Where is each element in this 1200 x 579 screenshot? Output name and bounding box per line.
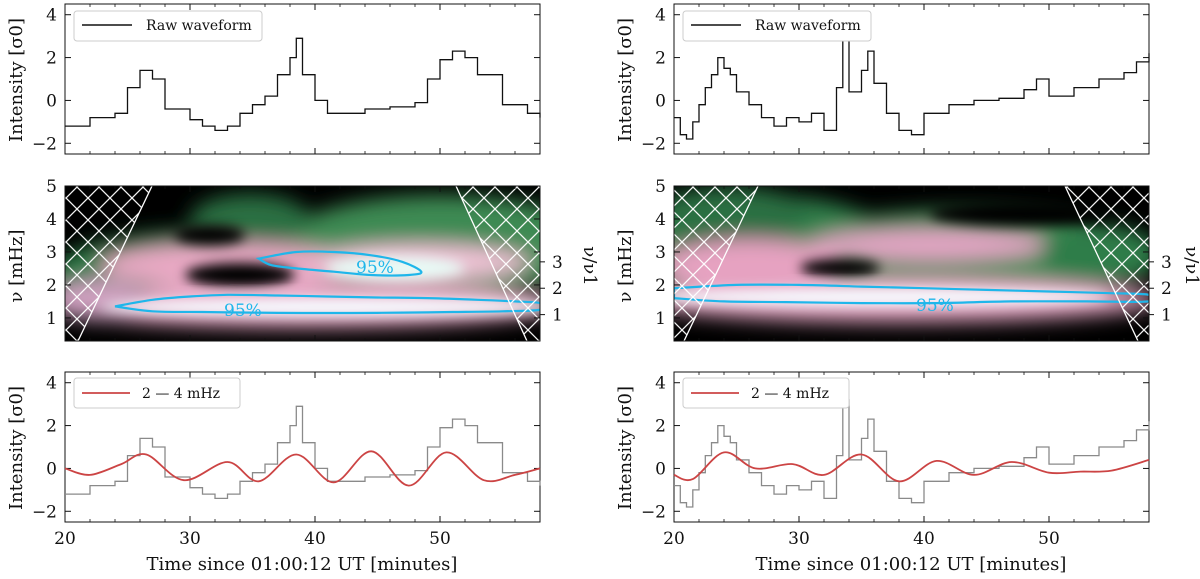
legend-label: Raw waveform (755, 18, 861, 34)
y-tick-label: 1 (655, 309, 666, 329)
y-axis-label: Intensity [σ0] (6, 18, 27, 142)
y-tick-label: −2 (641, 502, 666, 522)
y-axis-label: Intensity [σ0] (615, 18, 636, 142)
right-middle-heatmap: 95% (674, 186, 1149, 341)
y-tick-label: −2 (641, 134, 666, 154)
y-axis-label: ν [mHz] (6, 230, 27, 303)
contour-label: 95% (916, 296, 954, 316)
left-middle-panel: 95% 95% 1 2 3 4 5 1 2 3 ν [mHz] ν/ν1 (6, 177, 600, 342)
y-axis-label: ν [mHz] (615, 230, 636, 303)
y-tick-label: 2 (655, 276, 666, 296)
left-top-panel: −2 0 2 4 Raw waveform Intensity [σ0] (6, 3, 541, 155)
y-tick-label: 3 (46, 243, 57, 263)
y-tick-label: −2 (32, 502, 57, 522)
legend-label: 2 — 4 mHz (751, 386, 829, 402)
left-middle-ticks: 1 2 3 4 5 1 2 3 (46, 177, 563, 341)
left-bottom-panel: 20 30 40 50 −2 0 2 4 2 — 4 mHz Intensity [σ0] T… (6, 371, 541, 575)
y-tick-label: 1 (46, 309, 57, 329)
y-tick-label: 4 (46, 6, 57, 26)
y-tick-label: 5 (46, 177, 57, 197)
legend-box (73, 10, 263, 42)
right-middle-ticks: 1 2 3 4 5 1 2 3 (655, 177, 1172, 341)
y-tick-label: 4 (655, 210, 666, 230)
x-tick-label: 50 (429, 529, 451, 549)
y-tick-label: 0 (46, 459, 57, 479)
right-top-ticks: −2 0 2 4 (641, 4, 1150, 154)
left-top-legend: Raw waveform (73, 10, 263, 42)
y-tick-label: 0 (655, 91, 666, 111)
right-bottom-ticks: 20 30 40 50 −2 0 2 4 (641, 372, 1150, 549)
legend-box (682, 10, 872, 42)
right-top-legend: Raw waveform (682, 10, 872, 42)
cone-of-influence-left (65, 186, 152, 341)
left-bottom-legend: 2 — 4 mHz (73, 377, 241, 409)
y-tick-label: 4 (655, 6, 666, 26)
left-bottom-filtered-line (64, 450, 541, 487)
y-axis-right-label: ν/ν1 (579, 246, 600, 285)
y-tick-label: 2 (46, 49, 57, 69)
y-right-tick-label: 2 (1161, 279, 1172, 299)
x-tick-label: 50 (1038, 529, 1060, 549)
left-bottom-ticks: 20 30 40 50 −2 0 2 4 (32, 372, 541, 549)
y-right-tick-label: 3 (552, 253, 563, 273)
x-tick-label: 20 (663, 529, 685, 549)
legend-label: 2 — 4 mHz (142, 386, 220, 402)
y-right-tick-label: 2 (552, 279, 563, 299)
right-bottom-panel: 20 30 40 50 −2 0 2 4 2 — 4 mHz Intensity [σ0] T… (615, 371, 1150, 575)
y-tick-label: −2 (32, 134, 57, 154)
right-middle-contour-95 (674, 283, 1149, 305)
right-middle-panel: 95% 1 2 3 4 5 1 2 3 ν [mHz] ν/ν1 (615, 177, 1200, 342)
y-tick-label: 4 (46, 374, 57, 394)
y-right-tick-label: 3 (1161, 253, 1172, 273)
y-tick-label: 2 (46, 417, 57, 437)
y-tick-label: 3 (655, 243, 666, 263)
y-tick-label: 2 (655, 417, 666, 437)
left-middle-contour-95-upper (255, 250, 423, 277)
legend-box (73, 377, 241, 409)
y-tick-label: 0 (655, 459, 666, 479)
contour-label: 95% (356, 258, 394, 278)
cone-of-influence-right (456, 186, 540, 341)
right-bottom-filtered-line (673, 451, 1150, 483)
left-middle-contour-95-lower (114, 293, 540, 315)
y-tick-label: 5 (655, 177, 666, 197)
cone-of-influence-left (674, 186, 758, 341)
y-axis-label: Intensity [σ0] (6, 386, 27, 510)
x-axis-label: Time since 01:00:12 UT [minutes] (147, 554, 458, 575)
right-bottom-legend: 2 — 4 mHz (682, 377, 850, 409)
left-middle-heatmap: 95% 95% (65, 186, 540, 341)
y-tick-label: 2 (46, 276, 57, 296)
cone-of-influence-right (1065, 186, 1149, 341)
x-tick-label: 40 (304, 529, 326, 549)
left-middle-frame (64, 185, 541, 342)
x-tick-label: 30 (788, 529, 810, 549)
y-tick-label: 0 (46, 91, 57, 111)
y-right-tick-label: 1 (552, 306, 563, 326)
x-axis-label: Time since 01:00:12 UT [minutes] (756, 554, 1067, 575)
right-top-panel: −2 0 2 4 Raw waveform Intensity [σ0] (615, 3, 1150, 155)
contour-label: 95% (224, 301, 262, 321)
y-tick-label: 2 (655, 49, 666, 69)
x-tick-label: 20 (54, 529, 76, 549)
legend-box (682, 377, 850, 409)
y-tick-label: 4 (46, 210, 57, 230)
x-tick-label: 30 (179, 529, 201, 549)
left-top-raw-waveform-line (65, 37, 541, 132)
left-top-ticks: −2 0 2 4 (32, 4, 541, 154)
y-axis-label: Intensity [σ0] (615, 386, 636, 510)
y-axis-right-label: ν/ν1 (1181, 246, 1200, 285)
legend-label: Raw waveform (146, 18, 252, 34)
left-bottom-raw-waveform-line (65, 405, 541, 500)
y-right-tick-label: 1 (1161, 306, 1172, 326)
y-tick-label: 4 (655, 374, 666, 394)
x-tick-label: 40 (913, 529, 935, 549)
right-middle-frame (673, 185, 1150, 342)
